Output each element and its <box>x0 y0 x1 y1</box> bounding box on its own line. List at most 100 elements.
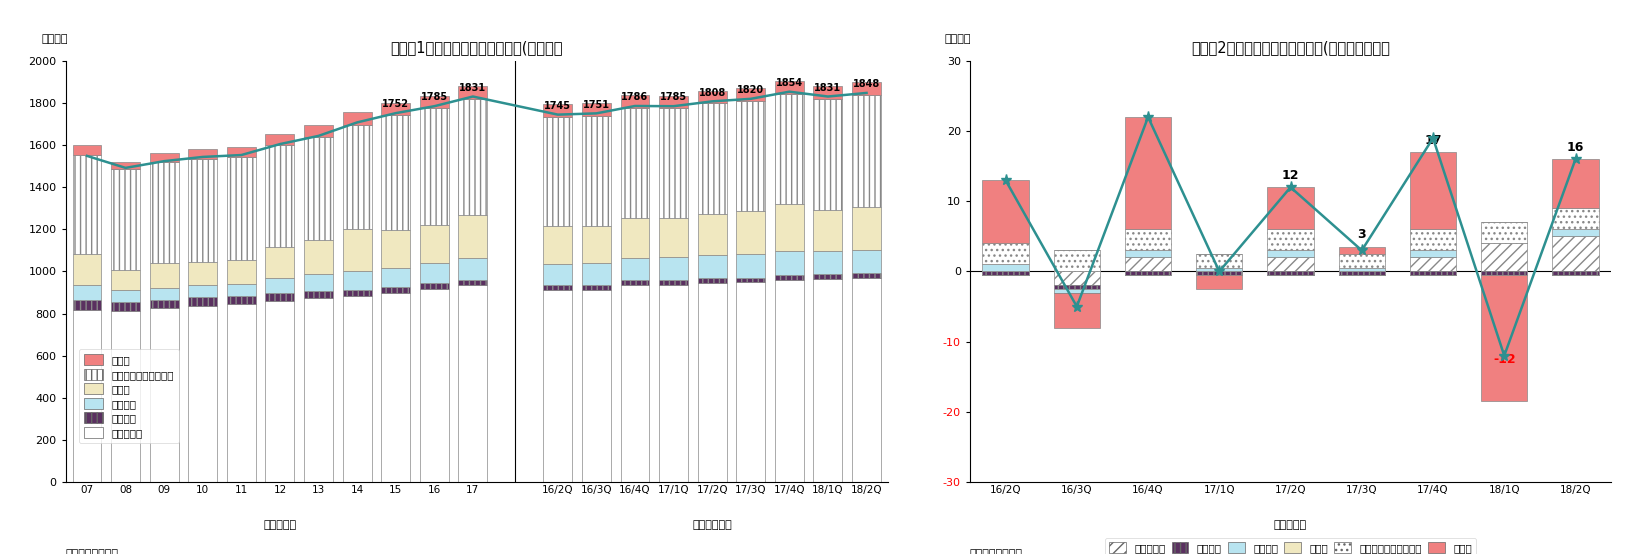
Text: （四半期末）: （四半期末） <box>692 520 732 530</box>
Bar <box>1552 159 1598 208</box>
Bar <box>304 125 334 137</box>
Text: 1820: 1820 <box>737 85 764 95</box>
Bar <box>304 274 334 291</box>
Bar <box>852 207 881 250</box>
Bar <box>342 125 372 229</box>
Bar <box>72 300 102 310</box>
Bar <box>419 283 449 289</box>
Bar <box>419 263 449 283</box>
Bar <box>112 162 140 170</box>
Bar <box>1197 254 1243 268</box>
Bar <box>983 180 1029 243</box>
Bar <box>983 243 1029 264</box>
Bar <box>582 263 612 285</box>
Bar <box>1411 271 1457 275</box>
Bar <box>659 218 689 257</box>
Bar <box>459 99 487 215</box>
Bar <box>620 95 649 108</box>
Text: （兆円）: （兆円） <box>41 34 67 44</box>
Bar <box>72 145 102 155</box>
Bar <box>419 108 449 225</box>
Bar <box>582 103 612 116</box>
Bar <box>150 162 179 264</box>
Bar <box>983 264 1029 271</box>
Bar <box>659 96 689 109</box>
Bar <box>265 300 294 482</box>
Bar <box>697 104 727 214</box>
Bar <box>697 283 727 482</box>
Bar <box>737 278 764 283</box>
Bar <box>459 258 487 280</box>
Bar <box>1411 250 1457 258</box>
Bar <box>774 81 804 94</box>
Bar <box>72 285 102 300</box>
Bar <box>342 271 372 290</box>
Bar <box>737 254 764 278</box>
Bar <box>459 280 487 285</box>
Bar <box>1338 268 1384 271</box>
Bar <box>1054 289 1100 293</box>
Bar <box>227 296 256 304</box>
Bar <box>620 258 649 280</box>
Bar <box>265 293 294 300</box>
Bar <box>1197 275 1243 289</box>
Bar <box>814 274 842 279</box>
Text: -12: -12 <box>1493 353 1516 366</box>
Bar <box>1124 117 1171 229</box>
Bar <box>659 280 689 285</box>
Bar <box>1197 268 1243 271</box>
Text: （年度末）: （年度末） <box>263 520 296 530</box>
Bar <box>150 308 179 482</box>
Bar <box>342 296 372 482</box>
Bar <box>1481 275 1527 401</box>
Title: （図袆1）　家計の金融資産残高(グロス）: （図袆1） 家計の金融資産残高(グロス） <box>391 40 562 55</box>
Bar <box>1124 258 1171 271</box>
Bar <box>852 278 881 482</box>
Text: 1831: 1831 <box>459 83 487 93</box>
Bar <box>150 288 179 300</box>
Bar <box>620 285 649 482</box>
Bar <box>189 306 217 482</box>
Bar <box>459 285 487 482</box>
Bar <box>150 264 179 288</box>
Bar <box>227 304 256 482</box>
Text: 1854: 1854 <box>776 78 802 88</box>
Bar <box>1054 271 1100 285</box>
Bar <box>342 290 372 296</box>
Bar <box>189 159 217 261</box>
Bar <box>620 218 649 258</box>
Bar <box>774 204 804 250</box>
Bar <box>1552 208 1598 229</box>
Text: 1848: 1848 <box>853 79 880 89</box>
Bar <box>112 290 140 302</box>
Bar <box>774 94 804 204</box>
Bar <box>112 170 140 270</box>
Bar <box>1268 271 1314 275</box>
Bar <box>774 280 804 482</box>
Legend: 現金・預金, 債務証券, 投資信託, 株式等, 保険・年金・定額保証, その他: 現金・預金, 債務証券, 投資信託, 株式等, 保険・年金・定額保証, その他 <box>1105 538 1476 554</box>
Bar <box>814 279 842 482</box>
Bar <box>1338 247 1384 254</box>
Bar <box>265 248 294 278</box>
Bar <box>737 88 764 101</box>
Bar <box>112 270 140 290</box>
Bar <box>814 252 842 274</box>
Bar <box>774 275 804 280</box>
Text: 1831: 1831 <box>814 83 842 93</box>
Bar <box>304 137 334 240</box>
Bar <box>381 115 411 230</box>
Bar <box>1054 285 1100 289</box>
Bar <box>1411 152 1457 229</box>
Bar <box>1411 229 1457 250</box>
Bar <box>582 290 612 482</box>
Bar <box>304 240 334 274</box>
Bar <box>543 226 572 264</box>
Bar <box>1268 187 1314 229</box>
Bar <box>620 108 649 218</box>
Text: 1751: 1751 <box>584 100 610 110</box>
Text: 1752: 1752 <box>381 99 409 109</box>
Legend: その他, 保険・年金・定額保証, 株式等, 投資信託, 債務証券, 現金・預金: その他, 保険・年金・定額保証, 株式等, 投資信託, 債務証券, 現金・預金 <box>79 349 179 443</box>
Bar <box>72 254 102 285</box>
Bar <box>620 280 649 285</box>
Bar <box>659 257 689 280</box>
